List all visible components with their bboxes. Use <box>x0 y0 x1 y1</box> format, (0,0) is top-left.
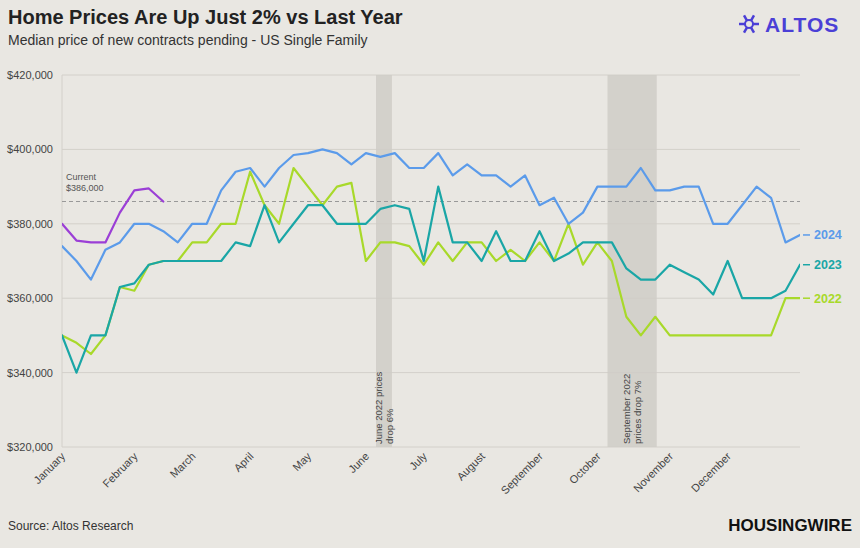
subtitle: Median price of new contracts pending - … <box>8 32 368 48</box>
series-labels: 2024 2023 2022 <box>803 228 842 305</box>
chart: Home Prices Are Up Just 2% vs Last Year M… <box>0 0 860 548</box>
x-tick-label: October <box>567 450 603 486</box>
x-tick-label: November <box>631 450 676 495</box>
band-label-text: prices drop 7% <box>632 380 643 444</box>
label-tick <box>803 297 810 299</box>
series-label: 2023 <box>814 258 842 272</box>
x-tick-label: December <box>689 450 734 495</box>
y-axis-line <box>62 75 63 447</box>
y-axis: $320,000 $340,000 $360,000 $380,000 $400,000… <box>7 69 800 453</box>
brand-logo: ALTOS <box>739 13 839 36</box>
band-label-text: June 2022 prices <box>373 371 384 444</box>
reference-label: $386,000 <box>66 183 104 193</box>
series-line <box>62 187 800 373</box>
series-group <box>62 149 800 372</box>
publisher: HOUSINGWIRE <box>728 516 852 535</box>
y-tick-label: $360,000 <box>7 292 53 304</box>
series-label: 2022 <box>814 292 842 306</box>
shaded-band <box>608 75 657 447</box>
x-tick-label: February <box>100 450 140 490</box>
band-label-text: drop 6% <box>384 408 395 444</box>
grid-line <box>62 372 800 373</box>
y-tick-label: $400,000 <box>7 143 53 155</box>
title: Home Prices Are Up Just 2% vs Last Year <box>8 6 403 28</box>
y-tick-label: $340,000 <box>7 367 53 379</box>
x-tick-label: September <box>498 450 545 497</box>
series-label: 2024 <box>814 228 842 242</box>
x-tick-label: July <box>407 450 430 473</box>
label-tick <box>803 234 810 236</box>
brand: ALTOS <box>765 13 839 36</box>
band-label-text: September 2022 <box>621 374 632 444</box>
y-tick-label: $380,000 <box>7 218 53 230</box>
reference-line <box>62 201 800 202</box>
y-tick-label: $320,000 <box>7 441 53 453</box>
x-axis: January February March April May June July Augu… <box>31 450 733 497</box>
series-line <box>62 188 163 242</box>
reference-label: Current <box>66 172 97 182</box>
source: Source: Altos Research <box>8 519 133 533</box>
band-label: September 2022prices drop 7% <box>621 374 643 444</box>
annotations: Current$386,000 June 2022 pricesdrop 6% Se… <box>62 75 800 447</box>
x-tick-label: March <box>168 450 198 480</box>
y-tick-label: $420,000 <box>7 69 53 81</box>
x-tick-label: January <box>31 450 68 487</box>
grid-line <box>62 298 800 299</box>
x-tick-label: May <box>290 450 314 474</box>
background <box>0 0 860 548</box>
grid-line <box>62 447 800 448</box>
x-tick-label: April <box>231 450 255 474</box>
x-tick-label: June <box>346 450 371 475</box>
label-tick <box>803 264 810 266</box>
band-label: June 2022 pricesdrop 6% <box>373 371 395 444</box>
logo-icon <box>745 20 753 28</box>
grid-line <box>62 75 800 76</box>
grid-line <box>62 149 800 150</box>
x-tick-label: August <box>454 450 487 483</box>
series-line <box>62 149 800 279</box>
